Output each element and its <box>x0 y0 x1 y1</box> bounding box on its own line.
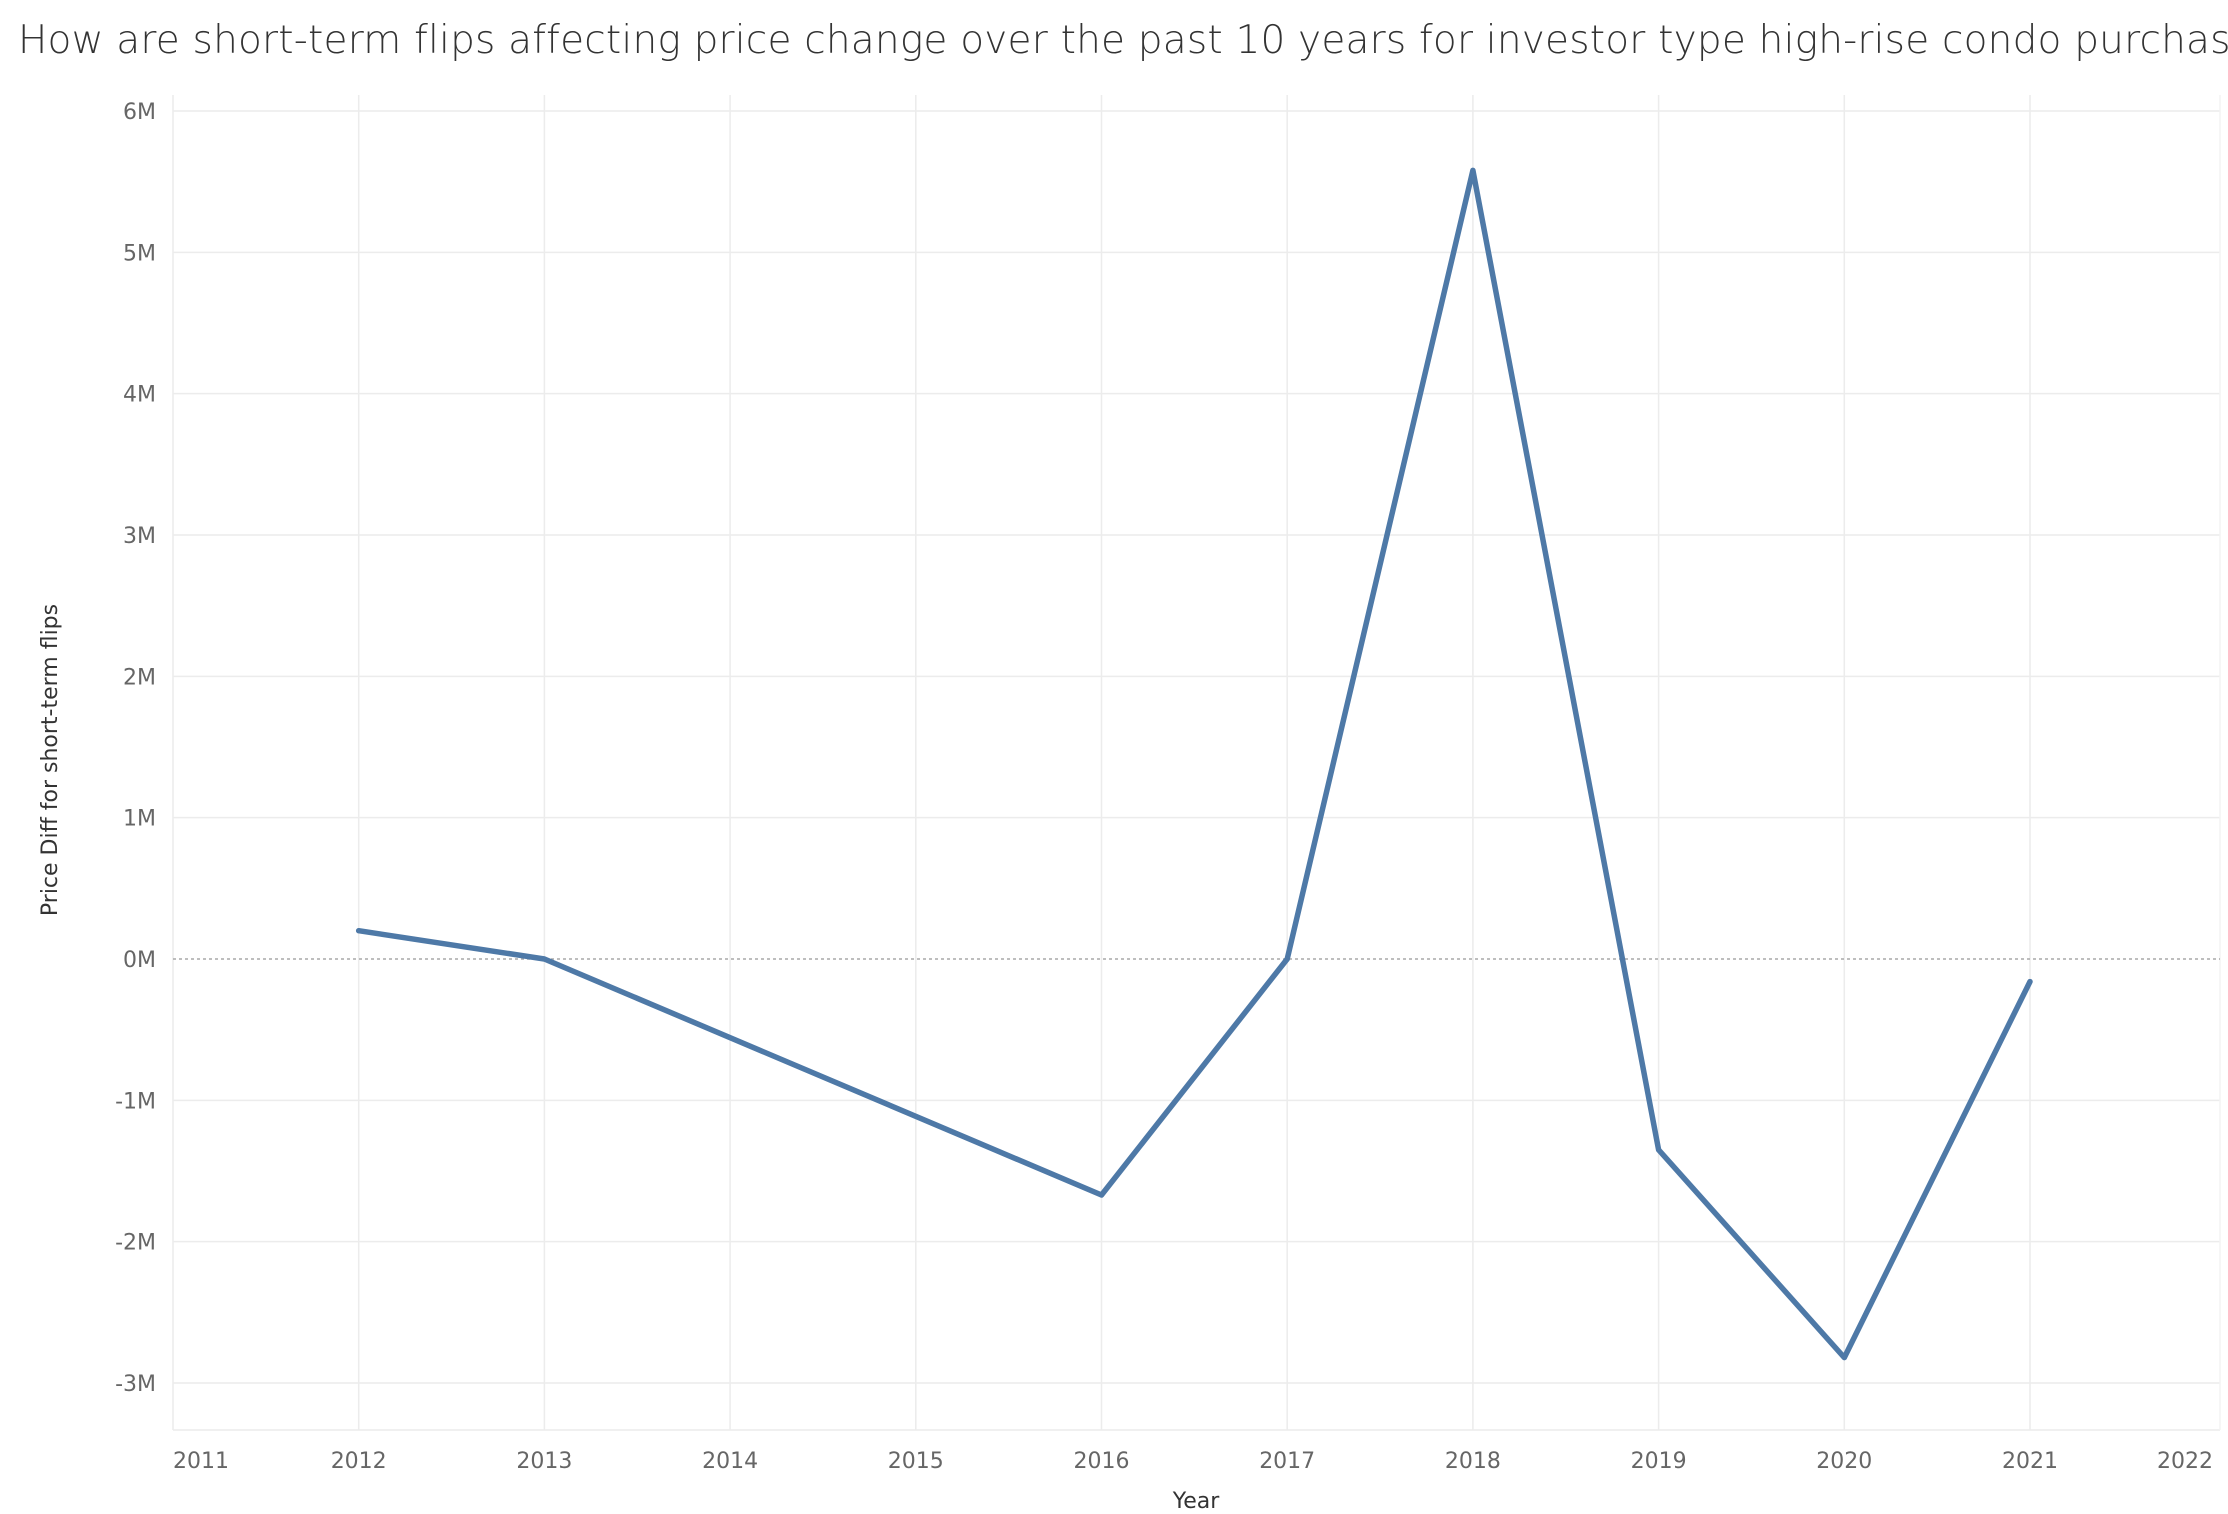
y-tick-label: 5M <box>123 241 156 266</box>
x-tick-label: 2015 <box>888 1449 944 1474</box>
data-point[interactable] <box>1656 1147 1662 1153</box>
series-group <box>355 167 2033 1361</box>
y-tick-label: 4M <box>123 383 156 408</box>
data-point[interactable] <box>541 956 547 962</box>
y-tick-label: -2M <box>115 1231 156 1256</box>
y-tick-label: 0M <box>123 948 156 973</box>
y-tick-label: 2M <box>123 665 156 690</box>
x-tick-label: 2017 <box>1259 1449 1315 1474</box>
series-line <box>355 167 2033 1361</box>
data-point[interactable] <box>356 928 362 934</box>
x-tick-label: 2016 <box>1074 1449 1130 1474</box>
x-tick-label: 2014 <box>702 1449 758 1474</box>
y-tick-label: 1M <box>123 807 156 832</box>
y-tick-label: -3M <box>115 1372 156 1397</box>
data-point[interactable] <box>1284 956 1290 962</box>
x-tick-label: 2018 <box>1445 1449 1501 1474</box>
data-point[interactable] <box>2027 979 2033 985</box>
data-point[interactable] <box>1841 1355 1847 1361</box>
x-tick-label: 2011 <box>173 1449 229 1474</box>
data-point[interactable] <box>1099 1192 1104 1198</box>
x-tick-label: 2013 <box>516 1449 572 1474</box>
x-tick-label: 2019 <box>1631 1449 1687 1474</box>
y-axis-title: Price Diff for short-term flips <box>38 604 63 916</box>
chart-title: How are short-term flips affecting price… <box>18 18 2228 63</box>
y-tick-label: 3M <box>123 524 156 549</box>
x-tick-label: 2012 <box>331 1449 387 1474</box>
y-tick-label: -1M <box>115 1089 156 1114</box>
gridlines <box>172 95 2221 1431</box>
y-axis-ticks: 6M 5M 4M 3M 2M 1M 0M -1M -2M -3M <box>115 100 156 1397</box>
x-axis-title: Year <box>1172 1489 1221 1514</box>
x-tick-label: 2021 <box>2002 1449 2058 1474</box>
y-tick-label: 6M <box>123 100 156 125</box>
x-axis-ticks: 2011 2012 2013 2014 2015 2016 2017 2018 2019 2020… <box>173 1449 2213 1474</box>
x-tick-label: 2020 <box>1816 1449 1872 1474</box>
data-point[interactable] <box>1470 167 1476 173</box>
x-tick-label: 2022 <box>2157 1449 2213 1474</box>
